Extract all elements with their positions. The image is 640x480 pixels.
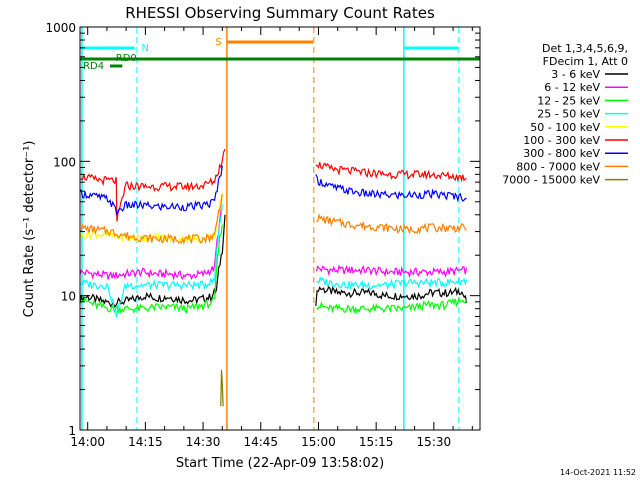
x-tick-label: 14:45 [243, 435, 278, 449]
legend-entry-label: 25 - 50 keV [537, 108, 600, 121]
legend-entry-label: 3 - 6 keV [551, 68, 600, 81]
footer-date: 14-Oct-2021 11:52 [560, 468, 636, 477]
series-line-7-0 [79, 194, 223, 246]
chart-title: RHESSI Observing Summary Count Rates [125, 4, 435, 22]
legend-entry-label: 12 - 25 keV [537, 94, 600, 107]
series-line-1-0 [79, 207, 223, 281]
legend-header: Det 1,3,4,5,6,9, [542, 42, 628, 55]
x-axis-label: Start Time (22-Apr-09 13:58:02) [176, 456, 384, 471]
x-tick-label: 14:00 [70, 435, 105, 449]
series-line-2-0 [79, 224, 223, 315]
y-axis-label: Count Rate (s⁻¹ detector⁻¹) [22, 141, 37, 318]
y-tick-label: 100 [53, 155, 76, 169]
series-0 [79, 214, 468, 309]
series-line-8-0 [220, 369, 224, 407]
series-line-6-0 [79, 165, 223, 216]
series-line-7-1 [316, 212, 467, 235]
y-tick-label: 1 [68, 424, 76, 438]
legend-entry-label: 7000 - 15000 keV [502, 174, 600, 187]
series-8 [220, 369, 224, 407]
series-line-5-0 [79, 148, 226, 222]
y-axis-label-text: Count Rate (s⁻¹ detector⁻¹) [22, 141, 37, 318]
series-5 [79, 148, 467, 222]
series-line-3-1 [316, 276, 468, 291]
series-line-0-1 [315, 285, 468, 307]
x-tick-label: 15:30 [417, 435, 452, 449]
plot-frame [79, 26, 481, 431]
series-3 [79, 204, 468, 318]
x-tick-label: 15:00 [301, 435, 336, 449]
series-6 [79, 165, 467, 216]
x-tick-label: 14:30 [186, 435, 221, 449]
x-tick-label: 14:15 [128, 435, 163, 449]
series-line-2-1 [316, 296, 468, 315]
series-line-5-1 [315, 162, 467, 183]
legend-header: FDecim 1, Att 0 [543, 55, 628, 68]
legend-entry-label: 6 - 12 keV [544, 81, 600, 94]
series-7 [79, 194, 467, 246]
series-1 [79, 207, 468, 281]
series-line-1-1 [315, 264, 468, 279]
legend-entry-label: 800 - 7000 keV [516, 160, 600, 173]
legend-entry-label: 50 - 100 keV [530, 121, 600, 134]
rd4-label: RD4 [83, 61, 104, 72]
saa-label: S [215, 37, 221, 48]
rd0-label: RD0 [116, 53, 137, 64]
series-line-3-0 [79, 204, 223, 318]
series-line-6-1 [315, 174, 467, 203]
series-line-0-0 [79, 214, 226, 309]
y-tick-label: 10 [61, 290, 76, 304]
y-tick-label: 1000 [45, 21, 76, 35]
series-2 [79, 224, 468, 315]
legend-entry-label: 100 - 300 keV [523, 134, 600, 147]
night-label: N [142, 43, 149, 54]
x-tick-label: 15:15 [359, 435, 394, 449]
legend-entry-label: 300 - 800 keV [523, 147, 600, 160]
